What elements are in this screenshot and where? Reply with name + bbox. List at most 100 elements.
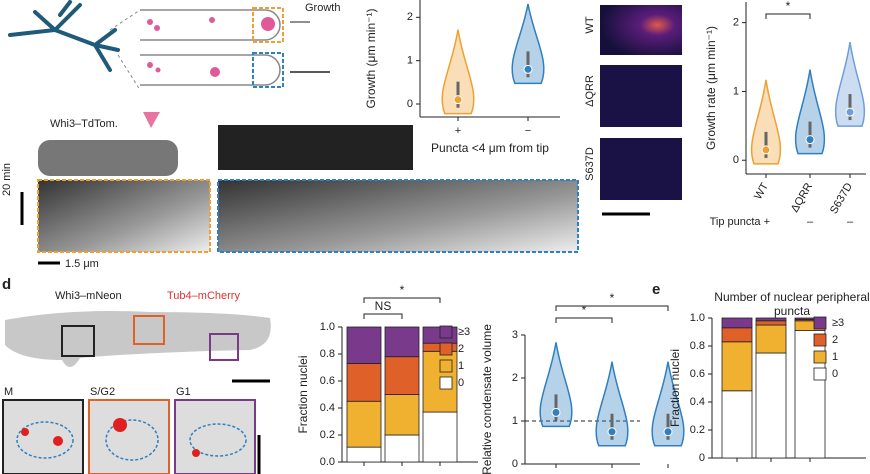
zoom-lines — [109, 9, 141, 91]
significance-bracket — [363, 313, 403, 319]
median-dot — [607, 427, 617, 437]
legend-swatch — [813, 316, 827, 330]
legend-label: 0 — [832, 368, 838, 380]
y-tick-label: 0.2 — [320, 429, 335, 441]
growth-label: Growth — [305, 2, 340, 14]
legend-swatch — [813, 350, 827, 364]
violin — [511, 3, 545, 85]
x-tick-label: WT — [752, 181, 771, 202]
legend-swatch — [813, 367, 827, 381]
y-tick-label: 2 — [512, 372, 518, 384]
median-dot — [663, 427, 673, 437]
legend-label: 2 — [832, 334, 838, 346]
phase-label: S/G2 — [90, 386, 115, 398]
y-tick-label: 0.6 — [320, 375, 335, 387]
violin — [595, 361, 629, 447]
image-label: WT — [584, 16, 596, 33]
micrograph — [2, 399, 84, 474]
legend-swatch — [439, 342, 453, 356]
bar-segment — [721, 390, 753, 459]
legend-swatch — [439, 376, 453, 390]
median-dot — [761, 145, 771, 155]
row-label: Tip puncta + — [710, 216, 770, 228]
y-tick-label: 1 — [407, 55, 413, 67]
y-tick-label: 0.2 — [690, 424, 705, 436]
bar-segment — [755, 320, 787, 326]
median-dot — [551, 407, 561, 417]
legend-label: 2 — [458, 343, 464, 355]
image-label: Whi3–mNeon — [55, 290, 122, 302]
micrograph — [88, 399, 170, 474]
image-label: S637D — [584, 147, 596, 181]
y-tick-label: 1.0 — [320, 321, 335, 333]
legend-label: 1 — [832, 351, 838, 363]
tip-box — [252, 52, 284, 88]
panel-letter: e — [652, 281, 660, 298]
legend-label: ≥3 — [458, 326, 470, 338]
phase-label: G1 — [176, 386, 191, 398]
significance-bracket — [363, 297, 441, 303]
y-tick-label: 2 — [733, 17, 739, 29]
micrograph — [218, 125, 413, 170]
y-axis-label: Growth (μm min⁻¹) — [364, 9, 378, 109]
bar-segment — [422, 411, 458, 463]
median-dot — [845, 107, 855, 117]
kymograph — [37, 179, 211, 253]
x-tick-label: − — [525, 125, 531, 137]
y-axis-label: Growth rate (μm min⁻¹) — [704, 26, 718, 150]
inset-box — [133, 315, 165, 345]
y-tick-label: 0 — [407, 98, 413, 110]
violin — [441, 29, 475, 115]
y-axis-label: Fraction nuclei — [296, 355, 310, 433]
micrograph — [600, 138, 682, 200]
bar-segment — [384, 434, 420, 463]
micrograph — [174, 399, 256, 474]
micrograph — [600, 65, 682, 127]
y-axis-label: Relative condensate volume — [480, 324, 494, 474]
spb — [21, 418, 200, 457]
panel-letter: d — [2, 276, 11, 293]
significance-bracket — [555, 317, 613, 323]
bar-segment — [346, 326, 382, 364]
y-tick-label: 0.4 — [320, 402, 335, 414]
hypha-schematic — [140, 9, 281, 86]
significance-label: NS — [375, 299, 392, 313]
violin — [651, 361, 685, 447]
bar-segment — [346, 446, 382, 463]
y-tick-label: 0.4 — [690, 396, 705, 408]
legend-label: ≥3 — [832, 317, 844, 329]
inset-box — [61, 325, 95, 357]
bar-segment — [721, 327, 753, 343]
row-mark: – — [807, 216, 814, 228]
significance-label: * — [400, 283, 405, 297]
violin — [834, 41, 866, 127]
micrograph — [600, 5, 682, 55]
bar-segment — [755, 324, 787, 354]
y-tick-label: 0.0 — [320, 456, 335, 468]
bar-segment — [346, 363, 382, 402]
arrowhead — [143, 112, 160, 128]
legend-swatch — [439, 325, 453, 339]
y-tick-label: 1 — [512, 415, 518, 427]
image-label: Whi3–TdTom. — [50, 118, 118, 130]
median-dot — [523, 64, 533, 74]
legend-label: 1 — [458, 360, 464, 372]
bar-segment — [721, 341, 753, 392]
x-axis-label: Puncta <4 μm from tip — [431, 141, 549, 155]
significance-label: * — [610, 291, 615, 305]
x-tick-label: + — [455, 125, 461, 137]
y-tick-label: 0.6 — [690, 368, 705, 380]
x-tick-label: ΔQRR — [789, 181, 815, 215]
y-tick-label: 0.8 — [320, 348, 335, 360]
legend-swatch — [439, 359, 453, 373]
puncta — [147, 17, 275, 77]
micrograph — [38, 140, 178, 176]
significance-bracket — [555, 305, 669, 311]
phase-label: M — [4, 386, 13, 398]
y-tick-label: 1 — [733, 85, 739, 97]
bar-segment — [755, 317, 787, 322]
y-tick-label: 3 — [512, 329, 518, 341]
kymograph — [217, 179, 579, 253]
